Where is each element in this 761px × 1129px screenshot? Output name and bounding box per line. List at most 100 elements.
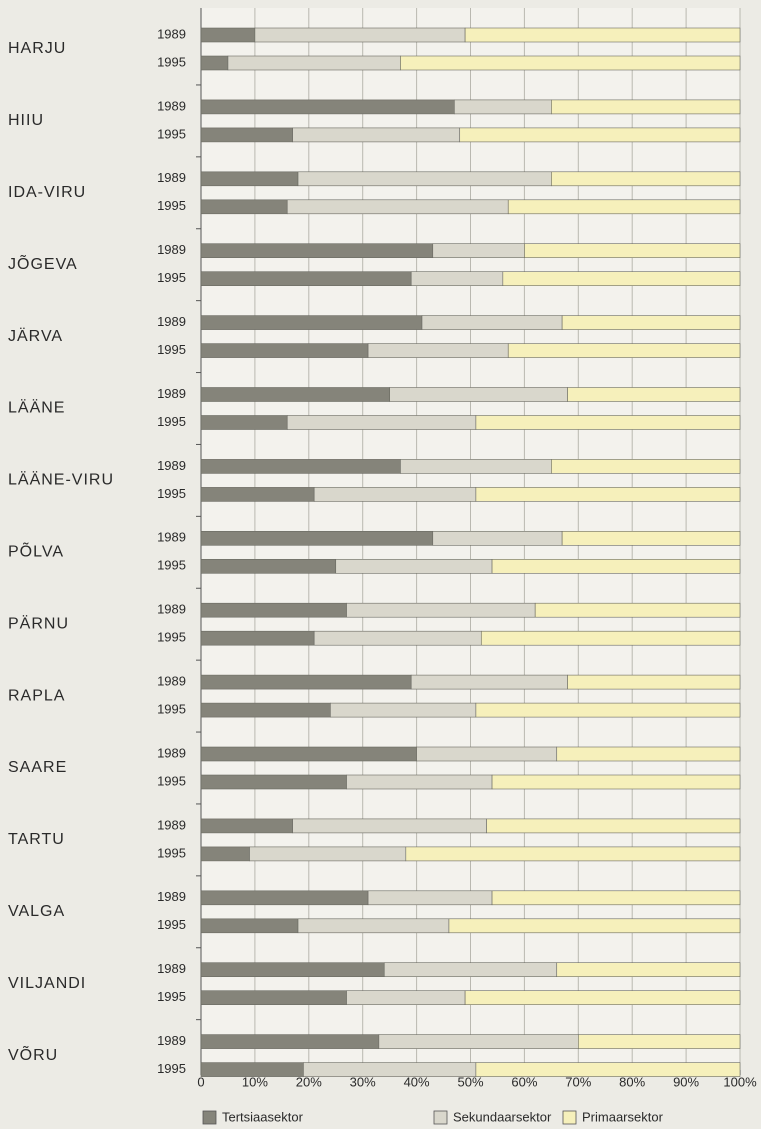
bar-segment: [389, 387, 568, 402]
bar-segment: [313, 630, 482, 646]
bar-segment: [292, 127, 461, 143]
bar-segment: [448, 918, 741, 934]
bar-segment: [454, 99, 552, 115]
bar-segment: [200, 55, 229, 71]
bar-segment: [200, 846, 250, 862]
bar-segment: [556, 962, 741, 978]
bar-segment: [200, 243, 434, 258]
bar-segment: [491, 558, 741, 574]
year-label: 1995: [157, 558, 186, 573]
year-label: 1995: [157, 773, 186, 788]
bar-segment: [200, 315, 423, 330]
bar-segment: [378, 1034, 579, 1049]
bar-segment: [346, 602, 536, 618]
bar-segment: [200, 271, 412, 287]
bar-segment: [200, 962, 385, 978]
year-label: 1995: [157, 702, 186, 717]
x-tick-label: 20%: [296, 1074, 322, 1089]
bar-segment: [556, 746, 741, 762]
x-tick-label: 40%: [404, 1074, 430, 1089]
bar-segment: [400, 459, 552, 474]
bar-segment: [346, 990, 466, 1006]
bar-segment: [416, 746, 558, 762]
bar-segment: [303, 1062, 477, 1077]
county-label: JÄRVA: [8, 327, 63, 345]
year-label: 1989: [157, 98, 186, 113]
bar-segment: [491, 890, 741, 906]
bar-segment: [491, 774, 741, 790]
legend-label: Sekundaarsektor: [453, 1109, 552, 1124]
bar-segment: [507, 199, 741, 215]
bar-segment: [200, 127, 293, 143]
bar-segment: [459, 127, 741, 143]
bar-segment: [200, 630, 315, 646]
bar-segment: [410, 674, 568, 690]
year-label: 1989: [157, 817, 186, 832]
bar-segment: [200, 746, 417, 762]
year-label: 1995: [157, 917, 186, 932]
bar-segment: [200, 387, 390, 402]
bar-segment: [227, 55, 401, 71]
bar-segment: [400, 55, 741, 71]
bar-segment: [200, 415, 288, 430]
bar-segment: [200, 558, 337, 574]
bar-segment: [551, 171, 741, 187]
county-label: VILJANDI: [8, 975, 86, 992]
bar-segment: [383, 962, 558, 978]
x-tick-label: 30%: [350, 1074, 376, 1089]
bar-segment: [330, 702, 477, 718]
bar-segment: [567, 674, 741, 690]
x-tick-label: 80%: [619, 1074, 645, 1089]
county-label: SAARE: [8, 759, 67, 776]
bar-segment: [534, 602, 741, 618]
year-label: 1995: [157, 845, 186, 860]
bar-segment: [551, 99, 741, 115]
bar-segment: [410, 271, 504, 287]
bar-segment: [486, 818, 741, 834]
bar-segment: [286, 199, 509, 215]
bar-segment: [464, 27, 741, 43]
legend-label: Primaarsektor: [582, 1109, 664, 1124]
bar-segment: [200, 199, 288, 215]
bar-segment: [507, 343, 741, 358]
county-label: HARJU: [8, 40, 66, 57]
county-label: VALGA: [8, 903, 65, 920]
bar-segment: [502, 271, 741, 287]
legend-swatch: [562, 1110, 577, 1125]
bar-segment: [200, 918, 299, 934]
year-label: 1995: [157, 414, 186, 429]
x-tick-label: 60%: [511, 1074, 537, 1089]
bar-segment: [577, 1034, 741, 1049]
year-label: 1995: [157, 1061, 186, 1076]
year-label: 1995: [157, 342, 186, 357]
year-label: 1995: [157, 989, 186, 1004]
bar-segment: [346, 774, 493, 790]
x-tick-label: 70%: [565, 1074, 591, 1089]
x-tick-label: 100%: [723, 1074, 757, 1089]
bar-segment: [249, 846, 407, 862]
bar-segment: [200, 674, 412, 690]
bar-segment: [432, 530, 563, 546]
legend-swatch: [202, 1110, 217, 1125]
bar-segment: [200, 890, 369, 906]
bar-segment: [421, 315, 563, 330]
county-label: LÄÄNE-VIRU: [8, 471, 114, 489]
bar-segment: [200, 459, 401, 474]
bar-segment: [475, 487, 741, 502]
year-label: 1995: [157, 270, 186, 285]
bar-segment: [405, 846, 741, 862]
bar-segment: [200, 1062, 304, 1077]
bar-segment: [524, 243, 741, 258]
bar-segment: [200, 343, 369, 358]
year-label: 1995: [157, 486, 186, 501]
year-label: 1989: [157, 26, 186, 41]
county-label: JÕGEVA: [8, 253, 78, 273]
year-label: 1989: [157, 602, 186, 617]
bar-segment: [335, 558, 493, 574]
bar-segment: [200, 487, 315, 502]
bar-segment: [567, 387, 741, 402]
bar-segment: [475, 415, 741, 430]
x-tick-label: 0: [197, 1074, 204, 1089]
year-label: 1989: [157, 458, 186, 473]
